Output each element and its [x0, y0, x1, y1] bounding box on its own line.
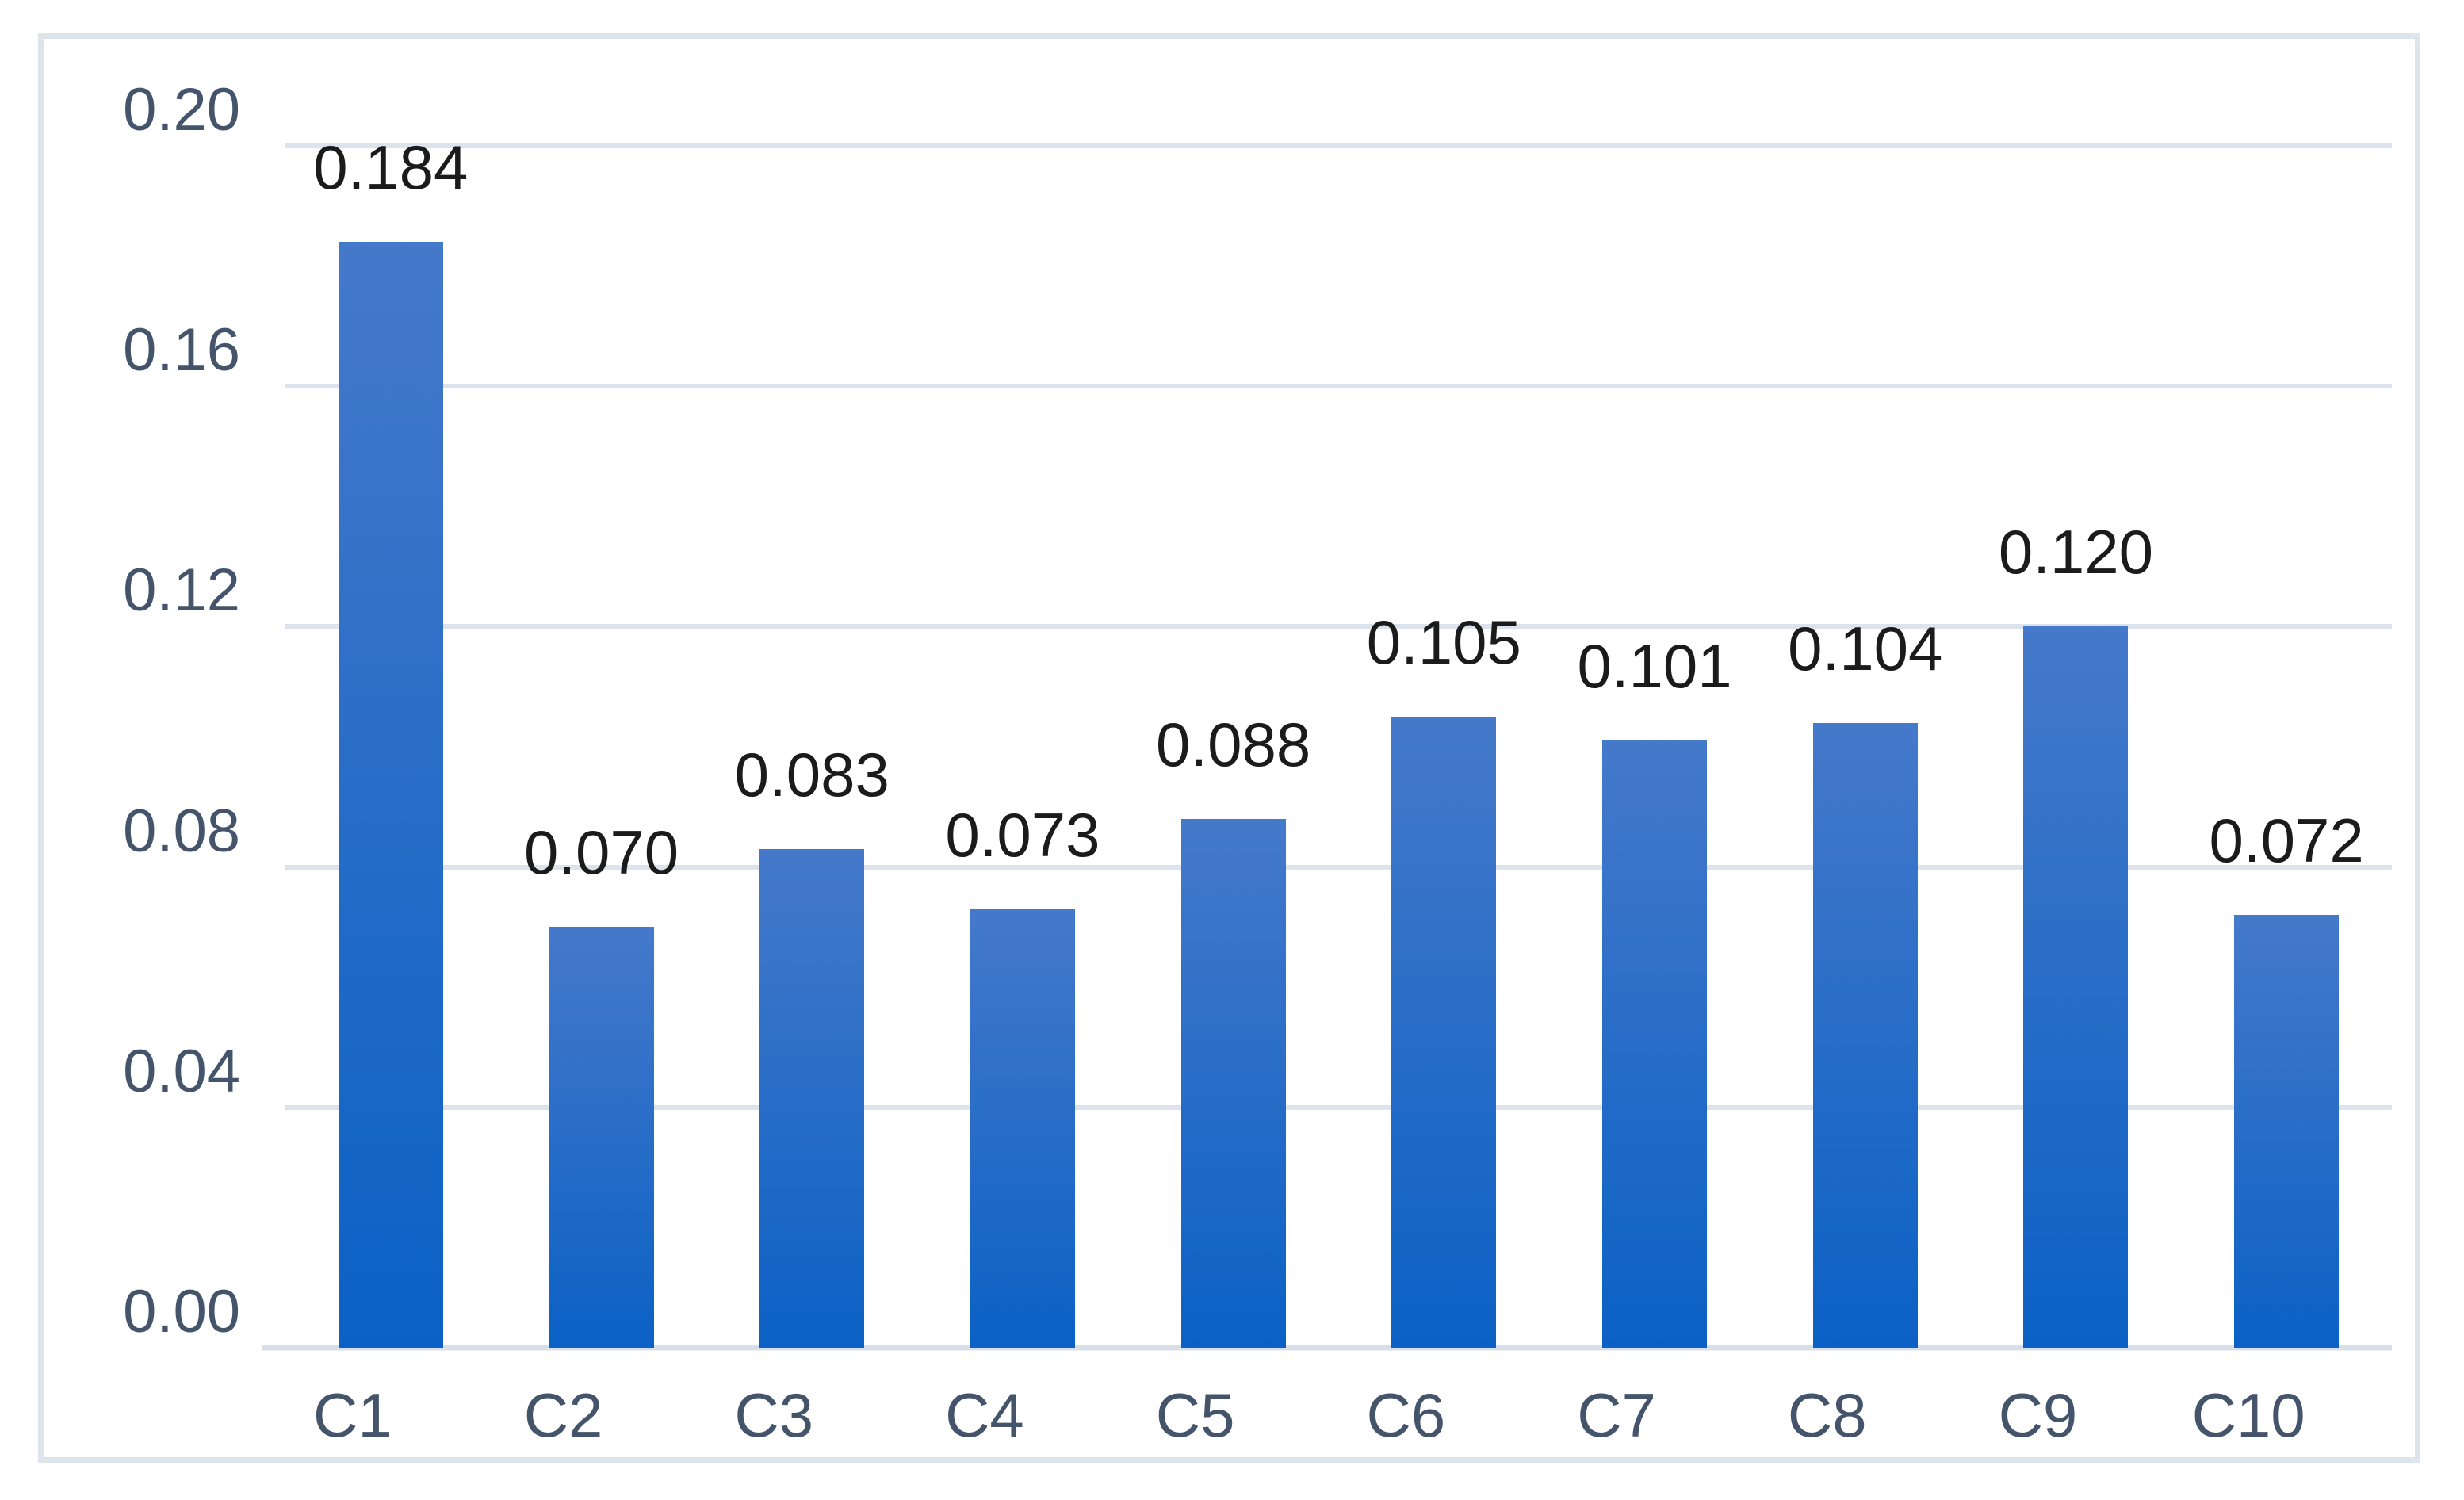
gridline: [285, 624, 2392, 629]
bar-C7: [1602, 740, 1708, 1348]
bar-C2: [549, 927, 654, 1348]
gridline: [285, 864, 2392, 870]
bar-value-label: 0.072: [2209, 805, 2364, 876]
bar-value-label: 0.184: [313, 132, 469, 203]
x-category-label: C2: [523, 1380, 603, 1450]
bar-C9: [2023, 626, 2129, 1348]
bar-value-label: 0.088: [1156, 709, 1311, 779]
bar-C5: [1180, 818, 1286, 1348]
y-tick-label: 0.00: [123, 1277, 240, 1345]
y-tick-label: 0.20: [123, 75, 240, 143]
bar-value-label: 0.070: [523, 817, 679, 888]
bar-C10: [2234, 915, 2340, 1348]
x-category-label: C5: [1155, 1380, 1235, 1450]
bar-C8: [1812, 722, 1918, 1348]
bar-value-label: 0.101: [1577, 631, 1732, 702]
x-axis-line: [262, 1345, 2392, 1351]
gridline: [285, 143, 2392, 148]
x-category-label: C8: [1787, 1380, 1867, 1450]
plot-area: 0.184 0.070 0.083 0.073 0.088 0.105 0.101 0.104…: [262, 136, 2392, 1351]
x-category-label: C4: [945, 1380, 1024, 1450]
x-category-label: C3: [734, 1380, 814, 1450]
y-tick-label: 0.12: [123, 557, 240, 625]
bar-C6: [1391, 717, 1497, 1348]
bar-value-label: 0.120: [1998, 517, 2154, 587]
gridline: [285, 384, 2392, 389]
bar-C3: [759, 848, 865, 1348]
gridline: [285, 1104, 2392, 1110]
bar-value-label: 0.083: [734, 739, 890, 809]
bar-C1: [338, 242, 443, 1348]
y-tick-label: 0.04: [123, 1037, 240, 1105]
x-category-label: C9: [1998, 1380, 2078, 1450]
x-category-label: C6: [1366, 1380, 1446, 1450]
bar-value-label: 0.105: [1366, 607, 1521, 678]
x-category-label: C1: [312, 1380, 392, 1450]
x-category-label: C10: [2191, 1380, 2305, 1450]
bar-value-label: 0.104: [1788, 613, 1943, 683]
bar-C4: [970, 909, 1075, 1348]
y-tick-label: 0.16: [123, 316, 240, 385]
x-category-label: C7: [1577, 1380, 1656, 1450]
chart-frame: 0.184 0.070 0.083 0.073 0.088 0.105 0.101 0.104…: [38, 33, 2420, 1463]
bar-value-label: 0.073: [945, 799, 1100, 870]
y-tick-label: 0.08: [123, 797, 240, 865]
